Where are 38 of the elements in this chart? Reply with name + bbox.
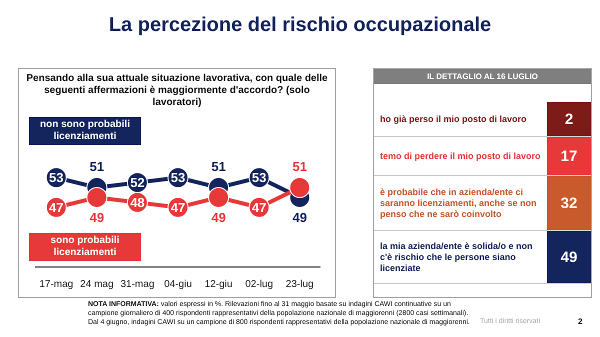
point xyxy=(289,177,310,198)
x-tick-label: 24 mag xyxy=(80,278,114,290)
x-tick-label: 12-giu xyxy=(204,278,232,290)
data-label: 47 xyxy=(252,200,266,215)
data-label: 47 xyxy=(170,200,186,215)
number-box: 17 xyxy=(547,137,591,175)
point xyxy=(86,186,108,208)
number-box: 49 xyxy=(547,231,591,283)
data-label: 51 xyxy=(211,159,226,174)
data-label: 53 xyxy=(170,170,186,186)
text: la mia azienda/ente è solida/o e non c'è rischio che le persone siano licenziate xyxy=(379,240,534,274)
x-tick-label: 17-mag xyxy=(39,278,74,290)
x-tick-label: 23-lug xyxy=(286,278,314,290)
data-label: 53 xyxy=(252,170,266,186)
data-label: 51 xyxy=(90,159,104,174)
text: temo di perdere il mio posto di lavoro xyxy=(379,150,542,163)
number-box: 32 xyxy=(547,176,591,230)
data-label: 51 xyxy=(292,159,307,174)
data-label: 48 xyxy=(130,195,145,210)
data-label: 49 xyxy=(90,210,104,226)
legend-box: sono probabili licenziamenti xyxy=(29,233,141,261)
data-label: 52 xyxy=(130,175,145,190)
legend-box: non sono probabili licenziamenti xyxy=(29,117,141,145)
chart-title: La percezione del rischio occupazionale xyxy=(108,13,492,37)
text: ho già perso il mio posto di lavoro xyxy=(379,112,528,126)
x-tick-label: 02-lug xyxy=(245,278,274,290)
text: è probabile che in azienda/ente ci saranno licenziamenti, anche se non penso che ne sarò coinvolto xyxy=(379,186,538,221)
number-box: 2 xyxy=(547,102,591,136)
x-tick-label: 04-giu xyxy=(164,278,192,290)
text: IL DETTAGLIO AL 16 LUGLIO xyxy=(374,69,591,84)
x-tick-label: 31-mag xyxy=(120,278,154,290)
data-label: 47 xyxy=(49,200,64,215)
data-label: 53 xyxy=(49,170,64,186)
text: 2 xyxy=(578,317,582,326)
data-label: 49 xyxy=(292,210,307,226)
chart-subtitle: Pensando alla sua attuale situazione lavorativa, con quale delle seguenti affermazioni è maggiormente d'accordo? (solo lavoratori) xyxy=(25,73,329,109)
point xyxy=(208,186,230,208)
data-label: 49 xyxy=(211,210,226,226)
